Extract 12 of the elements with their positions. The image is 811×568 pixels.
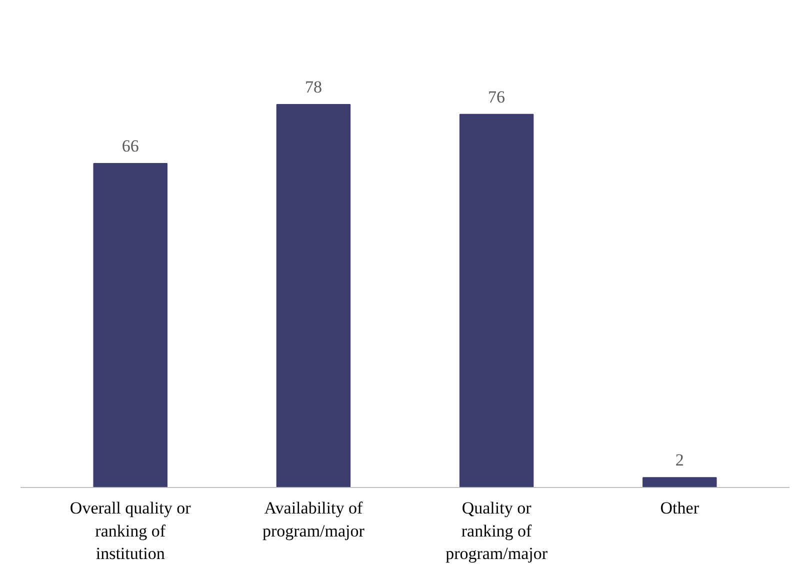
x-tick-label: Quality or ranking of program/major [446,498,548,564]
data-label: 66 [122,136,139,156]
x-tick-label: Overall quality or ranking of institution [70,498,192,564]
x-tick-label: Availability of program/major [262,498,365,540]
data-label: 2 [675,450,684,470]
bar [93,162,168,488]
bar [459,114,534,488]
data-label: 78 [304,78,322,97]
x-tick-label: Other [660,498,700,518]
bar [276,104,351,488]
data-label: 76 [488,87,506,106]
bar [642,477,717,488]
